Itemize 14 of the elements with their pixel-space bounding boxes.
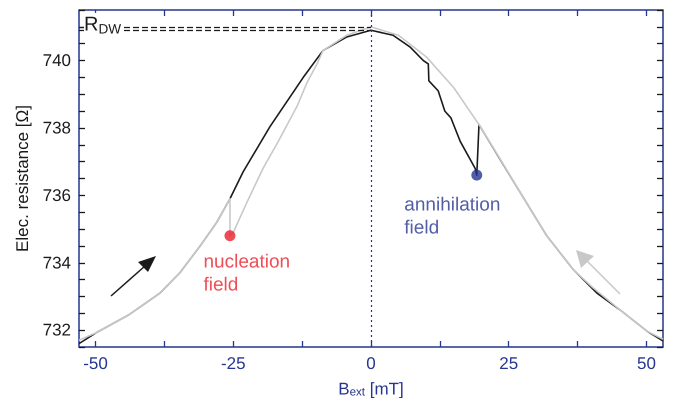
y-tick-label: 734 (42, 253, 71, 272)
series-label: annihilation field (404, 194, 506, 239)
y-tick-label: 740 (42, 51, 71, 70)
x-axis-title: Bext [mT] (338, 379, 404, 399)
x-tick-label: -25 (220, 354, 246, 373)
series-label: nucleation field (203, 251, 296, 296)
y-axis-title: Elec. resistance [Ω] (13, 105, 32, 252)
x-tick-label: -50 (83, 354, 108, 373)
y-tick-label: 736 (42, 186, 71, 205)
x-tick-label: 0 (366, 354, 376, 373)
y-tick-label: 738 (42, 118, 71, 138)
x-tick-label: 25 (499, 354, 518, 373)
x-tick-label: 50 (637, 354, 656, 373)
y-tick-label: 732 (42, 320, 71, 340)
